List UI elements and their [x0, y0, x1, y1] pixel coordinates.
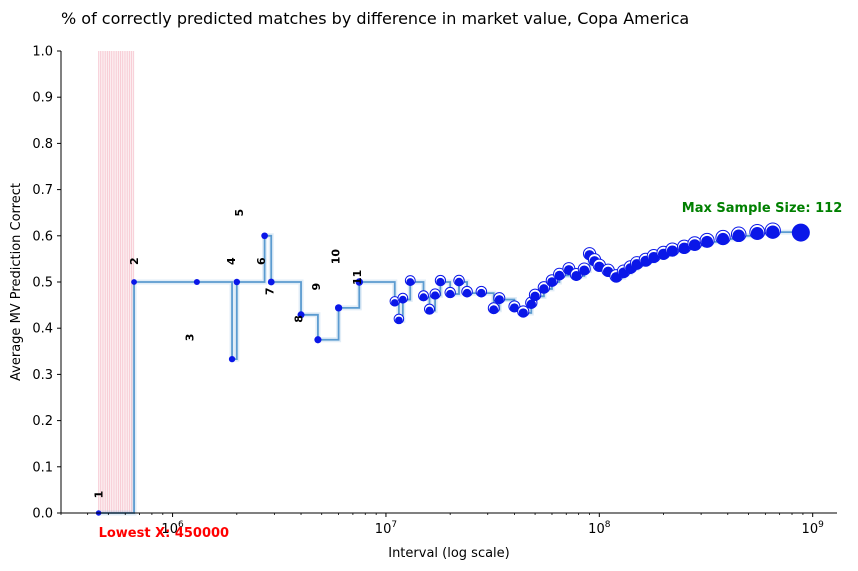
- data-point: [406, 278, 415, 286]
- y-tick-label: 0.8: [32, 137, 53, 152]
- sample-size-labels: 1 2 3 4 5 6 7 8 9 10 11: [93, 209, 364, 498]
- y-tick-label: 0.7: [32, 183, 53, 198]
- y-tick-label: 0.0: [32, 507, 53, 522]
- data-point: [666, 245, 678, 257]
- sample-size-label: 4: [225, 257, 238, 265]
- data-point: [494, 295, 504, 305]
- data-point: [462, 288, 472, 298]
- x-tick-label: 106: [161, 520, 184, 537]
- sample-size-label: 10: [329, 249, 342, 265]
- x-tick-label: 109: [802, 520, 825, 537]
- data-point: [766, 225, 780, 239]
- confidence-band-path: [98, 229, 804, 516]
- data-point: [267, 278, 275, 286]
- sample-size-label: 2: [128, 257, 141, 265]
- data-point: [131, 279, 137, 285]
- sample-size-label: 6: [255, 257, 268, 265]
- chart-title: % of correctly predicted matches by diff…: [61, 9, 689, 28]
- data-point: [688, 239, 701, 251]
- data-point: [648, 252, 660, 264]
- data-point: [314, 336, 322, 344]
- data-point: [446, 289, 455, 299]
- sample-size-label: 7: [264, 287, 277, 295]
- confidence-band: [98, 229, 804, 516]
- data-point: [509, 303, 519, 313]
- data-point: [395, 316, 403, 325]
- data-point: [297, 311, 305, 319]
- data-point: [701, 235, 714, 248]
- x-tick-label: 107: [375, 520, 397, 537]
- y-tick-label: 0.2: [32, 414, 53, 429]
- data-point: [554, 270, 565, 281]
- sample-size-label: 5: [233, 209, 246, 217]
- data-point: [454, 277, 464, 287]
- max-sample-annotation: Max Sample Size: 112: [682, 201, 842, 216]
- data-point: [228, 356, 236, 363]
- y-tick-label: 0.3: [32, 368, 53, 383]
- series-line-group: [98, 231, 802, 514]
- sample-size-label: 9: [310, 283, 323, 291]
- data-point: [425, 306, 434, 315]
- data-point: [791, 223, 810, 242]
- data-point: [436, 277, 445, 287]
- shaded-region: [98, 51, 135, 513]
- y-tick-label: 0.4: [32, 322, 53, 337]
- data-point: [233, 278, 241, 286]
- data-point: [571, 271, 582, 281]
- y-tick-label: 0.1: [32, 460, 53, 475]
- data-point: [193, 278, 200, 286]
- data-point: [518, 308, 528, 318]
- y-tick-label: 0.9: [32, 91, 53, 106]
- data-point: [547, 277, 557, 287]
- data-point: [419, 293, 428, 302]
- data-point: [261, 232, 268, 240]
- y-tick-label: 0.6: [32, 229, 53, 244]
- x-axis-title: Interval (log scale): [388, 546, 510, 561]
- data-point: [355, 278, 363, 286]
- data-point: [732, 229, 745, 243]
- data-point: [530, 291, 540, 302]
- y-axis-title: Average MV Prediction Correct: [9, 183, 24, 381]
- x-tick-label: 108: [588, 520, 611, 537]
- data-point: [678, 242, 690, 254]
- y-tick-label: 1.0: [32, 45, 53, 60]
- sample-size-label: 11: [351, 270, 364, 285]
- data-point: [539, 284, 549, 294]
- sample-size-label: 1: [93, 491, 106, 499]
- data-point: [579, 265, 590, 276]
- data-point: [334, 304, 343, 312]
- data-point: [716, 232, 730, 246]
- data-point: [526, 299, 536, 309]
- y-tick-label: 0.5: [32, 276, 53, 291]
- series-line: [98, 231, 802, 514]
- data-point: [431, 291, 440, 300]
- sample-size-label: 8: [293, 315, 306, 323]
- lowest-x-annotation: Lowest X: 450000: [99, 526, 230, 541]
- data-point: [399, 295, 407, 304]
- data-point: [391, 299, 399, 307]
- data-point: [477, 288, 486, 298]
- data-point: [489, 305, 499, 315]
- sample-size-label: 3: [183, 334, 196, 342]
- data-point: [750, 227, 764, 240]
- data-points: [95, 222, 810, 516]
